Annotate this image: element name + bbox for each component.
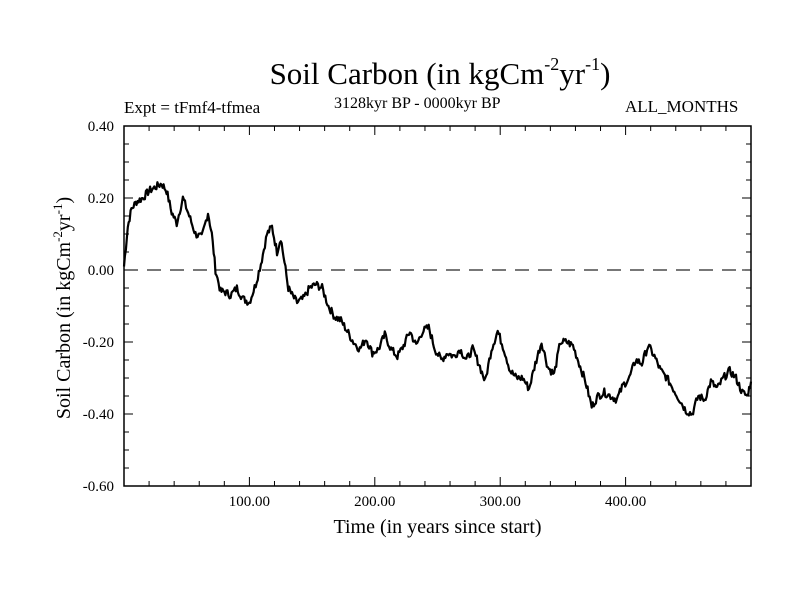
experiment-label: Expt = tFmf4-tfmea bbox=[124, 98, 261, 117]
axis-ticks bbox=[123, 125, 752, 487]
x-tick-label: 200.00 bbox=[354, 494, 395, 510]
soil-carbon-series-line bbox=[122, 181, 753, 417]
y-axis-label: Soil Carbon (in kgCm-2yr-1) bbox=[50, 197, 75, 419]
y-tick-label: 0.20 bbox=[88, 191, 114, 207]
x-tick-label: 300.00 bbox=[480, 494, 521, 510]
y-tick-label: 0.00 bbox=[88, 263, 114, 279]
y-tick-label: -0.20 bbox=[83, 335, 114, 351]
time-range-label: 3128kyr BP - 0000kyr BP bbox=[334, 95, 501, 112]
x-axis-label: Time (in years since start) bbox=[333, 516, 541, 538]
x-axis-tick-labels: 100.00 200.00 300.00 400.00 bbox=[229, 494, 646, 510]
x-tick-label: 400.00 bbox=[605, 494, 646, 510]
y-tick-label: 0.40 bbox=[88, 119, 114, 135]
months-label: ALL_MONTHS bbox=[625, 97, 739, 116]
y-tick-label: -0.40 bbox=[83, 407, 114, 423]
plot-frame bbox=[123, 125, 752, 487]
x-tick-label: 100.00 bbox=[229, 494, 270, 510]
chart-title: Soil Carbon (in kgCm-2yr-1) bbox=[269, 54, 611, 91]
y-tick-label: -0.60 bbox=[83, 479, 114, 495]
y-axis-tick-labels: -0.60 -0.40 -0.20 0.00 0.20 0.40 bbox=[83, 119, 114, 495]
